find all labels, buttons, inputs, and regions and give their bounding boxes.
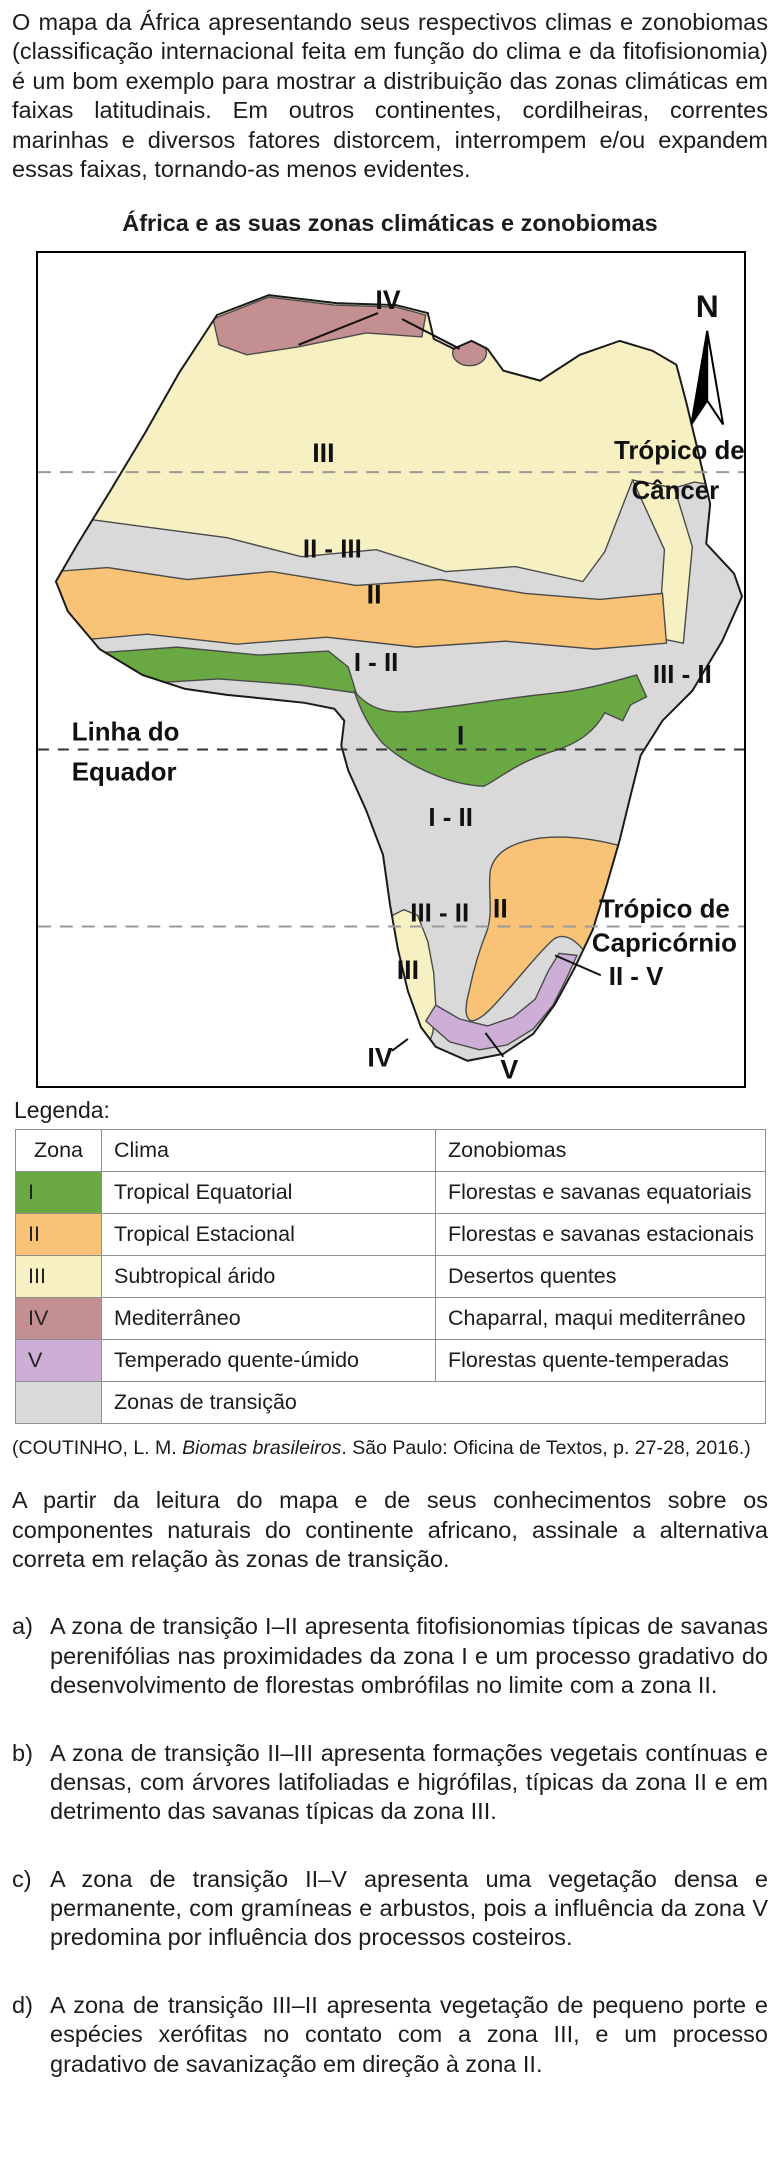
zone-ii-zonobiomas: Florestas e savanas estacionais bbox=[435, 1213, 766, 1257]
zone-i-swatch: I bbox=[15, 1171, 102, 1215]
iv-north-leader-west bbox=[298, 312, 379, 347]
label-ii-v: II - V bbox=[609, 963, 664, 991]
label-i-zone: I bbox=[457, 721, 464, 751]
label-iii-ii-south: III - II bbox=[410, 900, 469, 928]
zone-v-swatch: V bbox=[15, 1339, 102, 1383]
zone-iii-redsea-strip bbox=[631, 479, 693, 645]
label-iv-south: IV bbox=[367, 1043, 392, 1073]
citation-book-title: Biomas brasileiros bbox=[182, 1437, 342, 1460]
option-b-letter: b) bbox=[12, 1739, 33, 1766]
iv-south-leader bbox=[391, 1038, 409, 1052]
label-v-zone: V bbox=[500, 1055, 518, 1085]
label-ii-north: II bbox=[367, 580, 382, 610]
label-tropic-capricorn-1: Trópico de bbox=[599, 896, 730, 924]
legend-table: Zona Clima Zonobiomas I Tropical Equator… bbox=[15, 1129, 766, 1425]
option-c-letter: c) bbox=[12, 1865, 32, 1892]
label-iv-north: IV bbox=[375, 285, 400, 315]
option-d: d) A zona de transição III–II apresenta … bbox=[12, 1991, 768, 2079]
option-b-text: A zona de transição II–III apresenta for… bbox=[50, 1739, 768, 1825]
zone-iii-zonobiomas: Desertos quentes bbox=[435, 1255, 766, 1299]
label-tropic-cancer-2: Câncer bbox=[632, 477, 720, 505]
africa-map-svg: N IV III Trópico de Câncer II - III II I… bbox=[38, 285, 745, 1085]
zone-iii-clima: Subtropical árido bbox=[101, 1255, 436, 1299]
option-a-text: A zona de transição I–II apresenta fitof… bbox=[50, 1613, 768, 1699]
source-citation: (COUTINHO, L. M. Biomas brasileiros. São… bbox=[12, 1437, 768, 1460]
zone-v bbox=[424, 952, 578, 1051]
zone-iv-patch bbox=[451, 339, 488, 367]
zone-iv-north bbox=[212, 296, 427, 356]
legend-header-zona: Zona bbox=[15, 1129, 102, 1173]
legend-header-row: Zona Clima Zonobiomas bbox=[15, 1129, 766, 1173]
compass-n-label: N bbox=[696, 288, 719, 324]
label-i-ii-south: I - II bbox=[428, 804, 473, 832]
legend-row-v: V Temperado quente-úmido Florestas quent… bbox=[15, 1339, 766, 1383]
label-iii-north: III bbox=[312, 438, 334, 468]
map-title: África e as suas zonas climáticas e zono… bbox=[122, 210, 658, 237]
zone-v-zonobiomas: Florestas quente-temperadas bbox=[435, 1339, 766, 1383]
label-ii-south: II bbox=[493, 894, 508, 924]
zone-i-clima: Tropical Equatorial bbox=[101, 1171, 436, 1215]
option-a: a) A zona de transição I–II apresenta fi… bbox=[12, 1612, 768, 1700]
zone-iv-zonobiomas: Chaparral, maqui mediterrâneo bbox=[435, 1297, 766, 1341]
label-tropic-cancer-1: Trópico de bbox=[614, 437, 744, 465]
zone-iii-swatch: III bbox=[15, 1255, 102, 1299]
compass-arrow-right bbox=[706, 331, 725, 426]
legend-row-i: I Tropical Equatorial Florestas e savana… bbox=[15, 1171, 766, 1215]
zone-iv-swatch: IV bbox=[15, 1297, 102, 1341]
zone-i-main bbox=[353, 674, 648, 788]
label-linha-do: Linha do bbox=[72, 719, 180, 747]
citation-prefix: (COUTINHO, L. M. bbox=[12, 1437, 183, 1460]
zone-i-zonobiomas: Florestas e savanas equatoriais bbox=[435, 1171, 766, 1215]
label-i-ii-north: I - II bbox=[354, 649, 399, 677]
legend-row-ii: II Tropical Estacional Florestas e savan… bbox=[15, 1213, 766, 1257]
legend-row-transition: Zonas de transição bbox=[15, 1381, 766, 1425]
option-d-letter: d) bbox=[12, 1991, 33, 2018]
citation-suffix: . São Paulo: Oficina de Textos, p. 27-28… bbox=[341, 1437, 751, 1460]
intro-paragraph: O mapa da África apresentando seus respe… bbox=[12, 9, 768, 182]
label-equador: Equador bbox=[72, 759, 177, 787]
zone-v-clima: Temperado quente-úmido bbox=[101, 1339, 436, 1383]
option-b: b) A zona de transição II–III apresenta … bbox=[12, 1739, 768, 1827]
label-tropic-capricorn-2: Capricórnio bbox=[592, 930, 737, 958]
legend-header-zonobiomas: Zonobiomas bbox=[435, 1129, 766, 1173]
option-c: c) A zona de transição II–V apresenta um… bbox=[12, 1865, 768, 1953]
transition-label: Zonas de transição bbox=[101, 1381, 766, 1425]
zone-iv-clima: Mediterrâneo bbox=[101, 1297, 436, 1341]
zone-ii-swatch: II bbox=[15, 1213, 102, 1257]
label-ii-iii: II - III bbox=[303, 536, 362, 564]
v-leader bbox=[484, 1032, 505, 1058]
africa-coastline bbox=[54, 294, 744, 1063]
legend-row-iii: III Subtropical árido Desertos quentes bbox=[15, 1255, 766, 1299]
compass-arrow-left bbox=[690, 331, 709, 426]
label-iii-ii-horn: III - II bbox=[653, 661, 712, 689]
legend-row-iv: IV Mediterrâneo Chaparral, maqui mediter… bbox=[15, 1297, 766, 1341]
option-a-letter: a) bbox=[12, 1613, 33, 1640]
question-stem: A partir da leitura do mapa e de seus co… bbox=[12, 1487, 768, 1572]
zone-ii-clima: Tropical Estacional bbox=[101, 1213, 436, 1257]
africa-map-figure: N IV III Trópico de Câncer II - III II I… bbox=[36, 251, 746, 1089]
transition-swatch bbox=[15, 1381, 102, 1425]
option-d-text: A zona de transição III–II apresenta veg… bbox=[50, 1991, 768, 2077]
north-compass: N bbox=[690, 288, 725, 426]
ii-v-leader bbox=[554, 954, 602, 977]
legend-header-clima: Clima bbox=[101, 1129, 436, 1173]
iv-north-leader-east bbox=[401, 318, 461, 350]
option-c-text: A zona de transição II–V apresenta uma v… bbox=[50, 1865, 768, 1951]
label-iii-south: III bbox=[397, 955, 419, 985]
legend-label: Legenda: bbox=[14, 1097, 110, 1124]
zone-ii-north bbox=[55, 567, 668, 651]
